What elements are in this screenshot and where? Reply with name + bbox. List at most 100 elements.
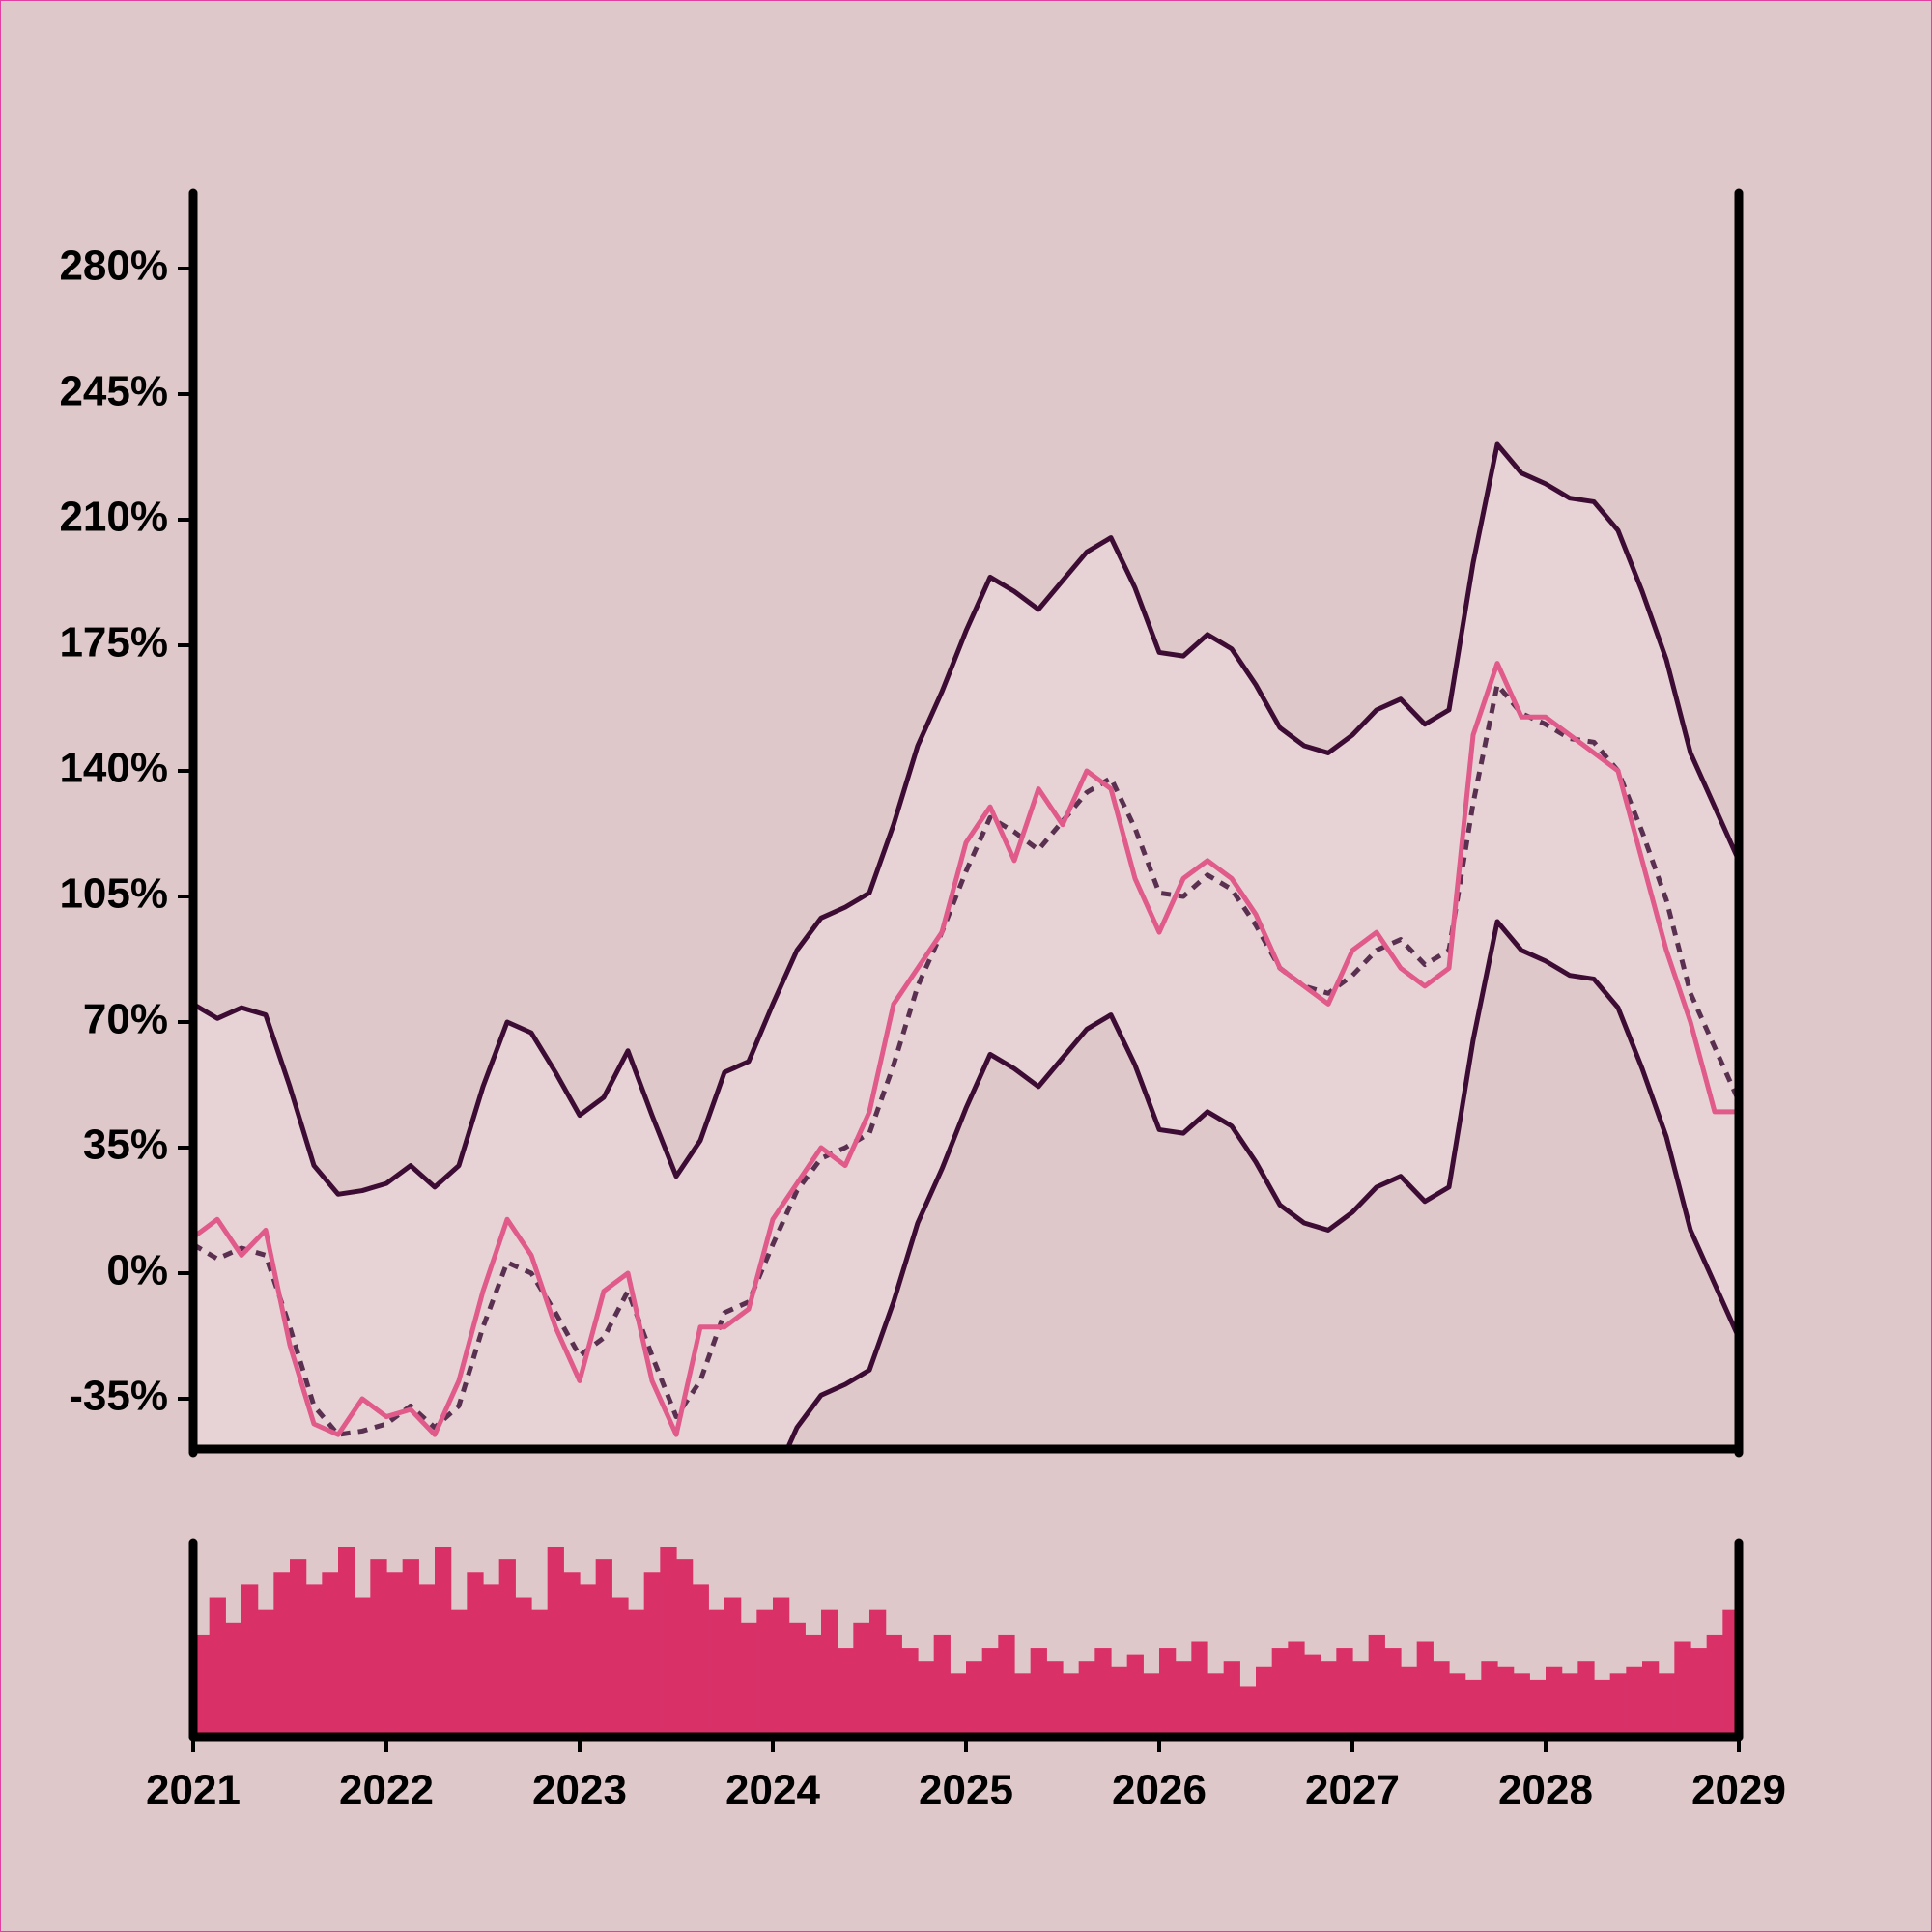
volume-bar — [1433, 1661, 1450, 1737]
volume-bar — [1594, 1679, 1611, 1737]
volume-bar — [1030, 1648, 1047, 1737]
volume-bar — [708, 1609, 725, 1737]
volume-bar — [354, 1597, 371, 1737]
x-tick-label: 2021 — [146, 1767, 241, 1814]
volume-bar — [1384, 1648, 1402, 1737]
volume-bar — [1046, 1661, 1064, 1737]
band-fill — [193, 444, 1739, 1449]
volume-bar — [515, 1597, 532, 1737]
y-tick-label: 140% — [59, 745, 168, 792]
volume-bar — [1094, 1648, 1112, 1737]
volume-bar — [628, 1609, 645, 1737]
series-line — [193, 682, 1739, 1437]
volume-bar — [1481, 1661, 1498, 1737]
volume-bar — [692, 1584, 709, 1737]
x-tick-label: 2023 — [532, 1767, 627, 1814]
volume-bar — [1546, 1666, 1563, 1737]
volume-bar — [918, 1661, 935, 1737]
volume-bar — [595, 1559, 612, 1737]
volume-bar — [547, 1547, 564, 1737]
volume-bar — [805, 1634, 822, 1737]
volume-bar — [1497, 1666, 1515, 1737]
volume-bar — [338, 1547, 355, 1737]
volume-bar — [1320, 1661, 1337, 1737]
volume-bar — [450, 1609, 468, 1737]
volume-bar — [1706, 1634, 1723, 1737]
x-tick-label: 2025 — [919, 1767, 1013, 1814]
volume-bar — [418, 1584, 436, 1737]
volume-bar — [531, 1609, 549, 1737]
y-tick-label: 105% — [59, 870, 168, 918]
series-line — [193, 661, 1739, 1437]
volume-bar — [1111, 1666, 1128, 1737]
volume-bar — [837, 1648, 854, 1737]
volume-bar — [1658, 1673, 1675, 1737]
x-tick-label: 2026 — [1112, 1767, 1207, 1814]
axes: -35% 0% 35% 70% 105% 140% 175% 210% 245% 280% 2021… — [59, 188, 1786, 1814]
volume-bar — [1126, 1654, 1144, 1737]
volume-bar — [1304, 1654, 1321, 1737]
volume-bar — [273, 1572, 291, 1737]
volume-area — [193, 1547, 1740, 1737]
volume-bar — [498, 1559, 516, 1737]
volume-bar — [1609, 1673, 1627, 1737]
volume-bar — [322, 1572, 339, 1737]
y-tick-label: 245% — [59, 368, 168, 415]
volume-bar — [981, 1648, 999, 1737]
volume-bar — [1175, 1661, 1192, 1737]
volume-bar — [370, 1559, 387, 1737]
volume-bar — [901, 1648, 919, 1737]
volume-bar — [1416, 1641, 1434, 1737]
volume-bar — [209, 1597, 226, 1737]
volume-bar — [1642, 1661, 1660, 1737]
volume-bar — [933, 1634, 951, 1737]
volume-bar — [242, 1584, 259, 1737]
volume-bar — [998, 1634, 1015, 1737]
volume-bar — [1159, 1648, 1177, 1737]
volume-bar — [1078, 1661, 1095, 1737]
series-line — [784, 919, 1739, 1449]
volume-bar — [869, 1609, 887, 1737]
volume-bar — [1690, 1648, 1708, 1737]
plot-area — [193, 441, 1739, 1449]
y-tick-label: 280% — [59, 242, 168, 290]
volume-bar — [773, 1597, 790, 1737]
y-tick-label: 0% — [106, 1247, 168, 1294]
volume-bar — [290, 1559, 307, 1737]
x-tick-label: 2022 — [339, 1767, 434, 1814]
volume-bar — [950, 1673, 967, 1737]
volume-bar — [660, 1547, 677, 1737]
volume-bar — [1626, 1666, 1643, 1737]
volume-bar — [1223, 1661, 1240, 1737]
volume-bar — [1513, 1673, 1530, 1737]
x-tick-label: 2028 — [1498, 1767, 1593, 1814]
volume-bar — [1368, 1634, 1385, 1737]
x-tick-label: 2024 — [725, 1767, 820, 1814]
volume-bar — [611, 1597, 629, 1737]
y-tick-label: 35% — [83, 1122, 168, 1169]
volume-bar — [788, 1622, 806, 1737]
volume-bar — [1352, 1661, 1370, 1737]
volume-bar — [643, 1572, 661, 1737]
volume-bar — [1464, 1679, 1482, 1737]
y-tick-label: 70% — [83, 996, 168, 1043]
volume-bar — [1561, 1673, 1578, 1737]
volume-bar — [885, 1634, 902, 1737]
y-tick-label: -35% — [69, 1373, 168, 1420]
volume-bar — [1239, 1686, 1257, 1737]
volume-bar — [1401, 1666, 1418, 1737]
volume-bar — [580, 1584, 597, 1737]
volume-bar — [1449, 1673, 1466, 1737]
volume-bar — [821, 1609, 838, 1737]
x-tick-label: 2027 — [1305, 1767, 1400, 1814]
volume-bar — [1577, 1661, 1595, 1737]
volume-bar — [1063, 1673, 1080, 1737]
x-tick-label: 2029 — [1691, 1767, 1786, 1814]
volume-bar — [225, 1622, 242, 1737]
volume-bar — [305, 1584, 323, 1737]
volume-bar — [1143, 1673, 1160, 1737]
volume-bar — [756, 1609, 774, 1737]
y-tick-label: 175% — [59, 619, 168, 667]
volume-bar — [257, 1609, 274, 1737]
